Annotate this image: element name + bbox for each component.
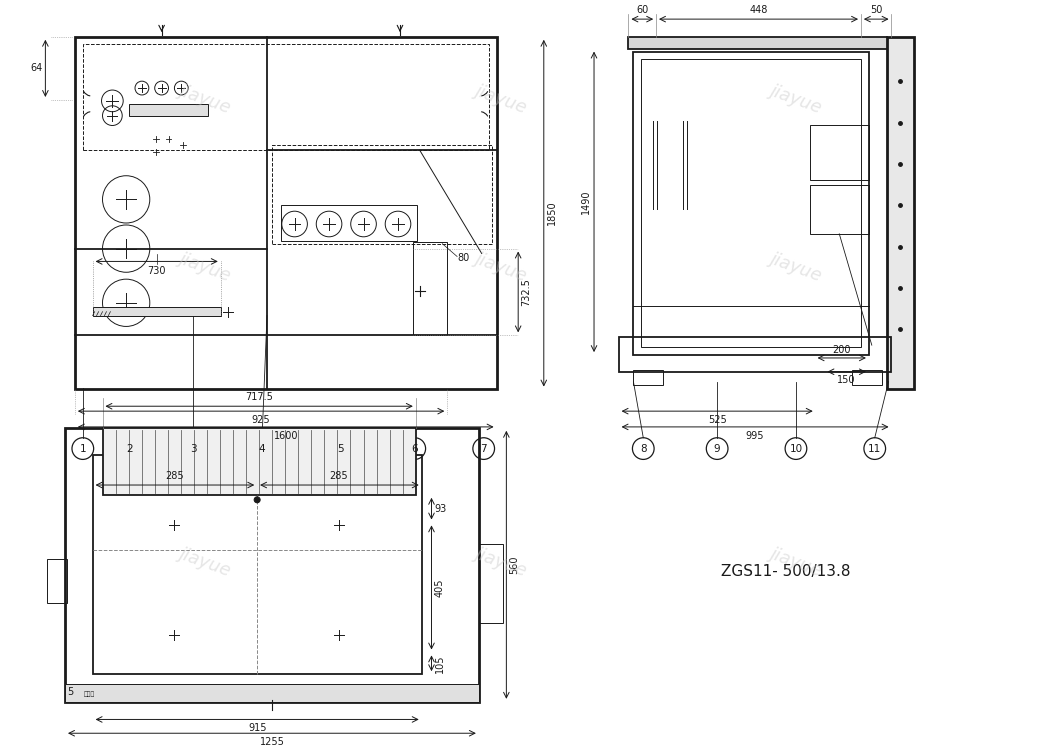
Bar [886, 37, 914, 389]
Text: 1255: 1255 [260, 737, 284, 748]
Bar [810, 184, 869, 234]
Bar [83, 43, 489, 150]
Text: 93: 93 [435, 503, 446, 514]
Text: 730: 730 [147, 267, 166, 276]
Text: 4: 4 [259, 443, 265, 454]
Text: 6: 6 [411, 443, 418, 454]
Bar [641, 58, 861, 347]
Text: jiayue: jiayue [767, 544, 825, 580]
Circle shape [254, 497, 260, 503]
Text: 10: 10 [790, 443, 802, 454]
Text: 915: 915 [248, 724, 266, 733]
Bar [92, 307, 220, 315]
Text: 5: 5 [337, 443, 344, 454]
Text: 560: 560 [509, 556, 519, 574]
Bar [634, 52, 869, 355]
Bar [479, 544, 503, 623]
Text: 11: 11 [868, 443, 881, 454]
Text: 5: 5 [67, 687, 73, 697]
Bar [810, 126, 869, 180]
Bar [886, 37, 914, 389]
Text: 60: 60 [636, 5, 649, 15]
Text: jiayue: jiayue [176, 544, 233, 580]
Bar [272, 145, 492, 243]
Text: 3: 3 [190, 443, 196, 454]
Bar [634, 370, 662, 384]
Text: jiayue: jiayue [176, 81, 233, 117]
Text: 150: 150 [837, 374, 855, 385]
Text: 732.5: 732.5 [522, 278, 531, 306]
Text: 80: 80 [457, 253, 470, 264]
Text: 64: 64 [30, 64, 42, 73]
Text: 2: 2 [126, 443, 132, 454]
Text: 405: 405 [435, 578, 444, 597]
Bar [48, 559, 67, 603]
Text: jiayue: jiayue [472, 544, 529, 580]
Text: 1490: 1490 [581, 189, 591, 214]
Bar [619, 337, 891, 372]
Bar [412, 242, 447, 336]
Text: 285: 285 [165, 471, 183, 481]
Text: 50: 50 [870, 5, 882, 15]
Text: jiayue: jiayue [767, 249, 825, 284]
Text: jiayue: jiayue [176, 249, 233, 284]
Text: 9: 9 [713, 443, 721, 454]
Bar [65, 684, 479, 702]
Bar [103, 428, 416, 495]
Bar [281, 205, 417, 240]
Text: 448: 448 [749, 5, 767, 15]
Text: 285: 285 [330, 471, 349, 481]
Text: 1600: 1600 [273, 431, 298, 441]
Text: jiayue: jiayue [767, 81, 825, 117]
Text: 525: 525 [708, 415, 726, 425]
Text: 8: 8 [640, 443, 647, 454]
Text: 717.5: 717.5 [245, 392, 273, 402]
Text: 200: 200 [832, 345, 851, 355]
Text: 995: 995 [746, 431, 764, 441]
Text: jiayue: jiayue [472, 249, 529, 284]
Text: 925: 925 [252, 415, 270, 425]
Bar [129, 104, 208, 115]
Bar [92, 455, 422, 674]
Bar [852, 370, 882, 384]
Text: 7: 7 [480, 443, 487, 454]
Text: jiayue: jiayue [472, 81, 529, 117]
Bar [629, 37, 886, 49]
Text: 1: 1 [80, 443, 86, 454]
Text: 105: 105 [435, 654, 444, 673]
Bar [65, 428, 479, 702]
Text: ZGS11- 500/13.8: ZGS11- 500/13.8 [722, 564, 851, 579]
Text: 1850: 1850 [547, 201, 556, 225]
Bar [75, 37, 496, 389]
Text: 用齿用: 用齿用 [84, 691, 95, 697]
